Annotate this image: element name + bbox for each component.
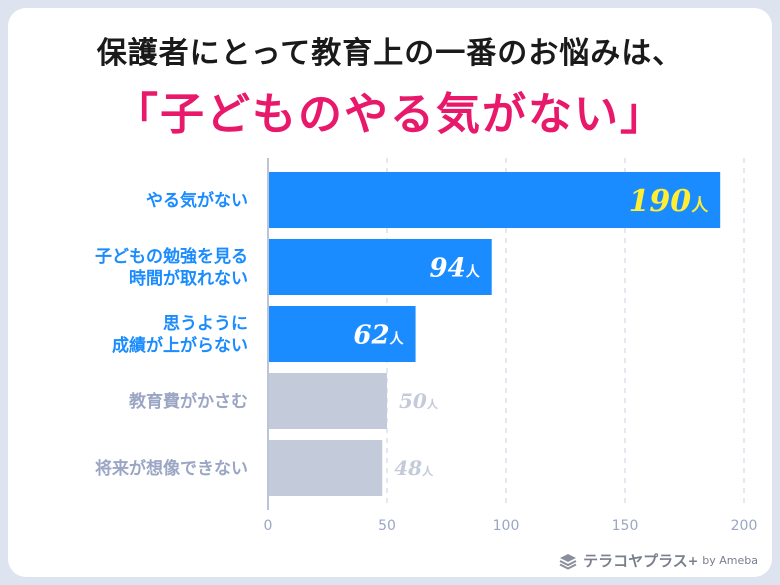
value-unit: 人 xyxy=(427,397,439,411)
brand-plus: + xyxy=(688,553,698,568)
value-unit: 人 xyxy=(390,330,405,347)
value-unit: 人 xyxy=(422,464,434,478)
value-number: 190 xyxy=(629,184,692,219)
category-label-line: やる気がない xyxy=(146,190,248,211)
value-number: 48 xyxy=(394,456,422,480)
category-label-line: 子どもの勉強を見る xyxy=(95,246,248,267)
x-tick-label: 100 xyxy=(493,518,520,534)
brand-logo: テラコヤプラス + by Ameba xyxy=(558,550,758,571)
category-label: 教育費がかさむ xyxy=(128,391,248,412)
value-number: 50 xyxy=(399,389,427,413)
value-number: 62 xyxy=(353,320,389,350)
stacked-layers-icon xyxy=(558,552,578,570)
category-label: 将来が想像できない xyxy=(95,458,248,479)
x-tick-label: 50 xyxy=(378,518,396,534)
category-label-line: 成績が上がらない xyxy=(112,335,248,356)
x-tick-label: 200 xyxy=(731,518,758,534)
value-number: 94 xyxy=(430,253,466,283)
category-label-line: 教育費がかさむ xyxy=(128,391,248,412)
bar xyxy=(268,373,387,429)
category-label: 思うように成績が上がらない xyxy=(112,314,248,356)
x-tick-label: 150 xyxy=(612,518,639,534)
category-label: やる気がない xyxy=(146,190,248,211)
value-unit: 人 xyxy=(691,196,709,216)
category-label-line: 思うように xyxy=(163,314,248,334)
bar xyxy=(268,440,382,496)
value-unit: 人 xyxy=(466,263,481,280)
brand-name: テラコヤプラス xyxy=(583,550,688,571)
category-label: 子どもの勉強を見る時間が取れない xyxy=(95,246,248,289)
value-label: 50人 xyxy=(399,389,439,413)
brand-by: by Ameba xyxy=(702,554,758,567)
x-tick-label: 0 xyxy=(264,518,273,534)
category-label-line: 時間が取れない xyxy=(129,268,248,289)
value-label: 48人 xyxy=(394,456,434,480)
category-label-line: 将来が想像できない xyxy=(95,458,248,479)
